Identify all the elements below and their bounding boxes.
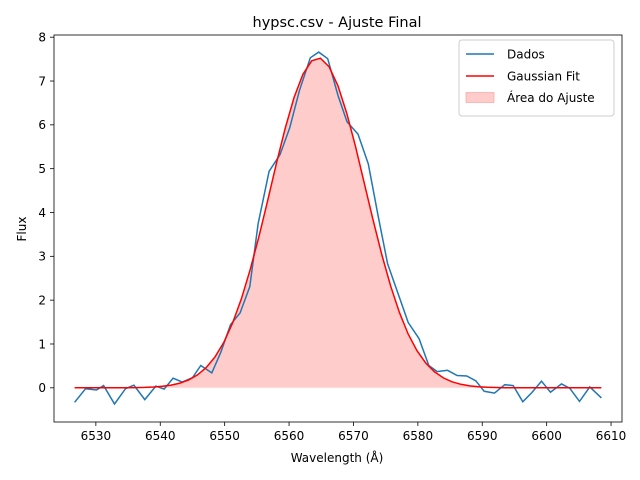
x-tick-label: 6570 (338, 429, 369, 443)
x-tick-label: 6550 (209, 429, 240, 443)
x-tick-label: 6600 (531, 429, 562, 443)
y-tick-label: 5 (38, 162, 46, 176)
legend-swatch-fit-area (466, 93, 494, 103)
y-tick-label: 4 (38, 206, 46, 220)
y-axis-label: Flux (15, 217, 29, 242)
legend-label-dados: Dados (507, 48, 545, 62)
y-tick-label: 8 (38, 30, 46, 44)
y-tick-label: 3 (38, 250, 46, 264)
y-tick-label: 1 (38, 337, 46, 351)
x-tick-label: 6610 (596, 429, 627, 443)
y-tick-label: 7 (38, 74, 46, 88)
x-tick-label: 6580 (403, 429, 434, 443)
y-tick-label: 0 (38, 381, 46, 395)
chart-title: hypsc.csv - Ajuste Final (253, 15, 422, 31)
y-tick-label: 6 (38, 118, 46, 132)
legend-label-gaussian-fit: Gaussian Fit (507, 70, 580, 84)
legend: Dados Gaussian Fit Área do Ajuste (459, 40, 614, 116)
y-tick-label: 2 (38, 293, 46, 307)
x-tick-label: 6540 (145, 429, 176, 443)
x-axis-label: Wavelength (Å) (291, 450, 384, 465)
legend-label-fit-area: Área do Ajuste (507, 90, 595, 105)
x-tick-label: 6590 (467, 429, 498, 443)
x-tick-label: 6560 (274, 429, 305, 443)
x-tick-label: 6530 (81, 429, 112, 443)
